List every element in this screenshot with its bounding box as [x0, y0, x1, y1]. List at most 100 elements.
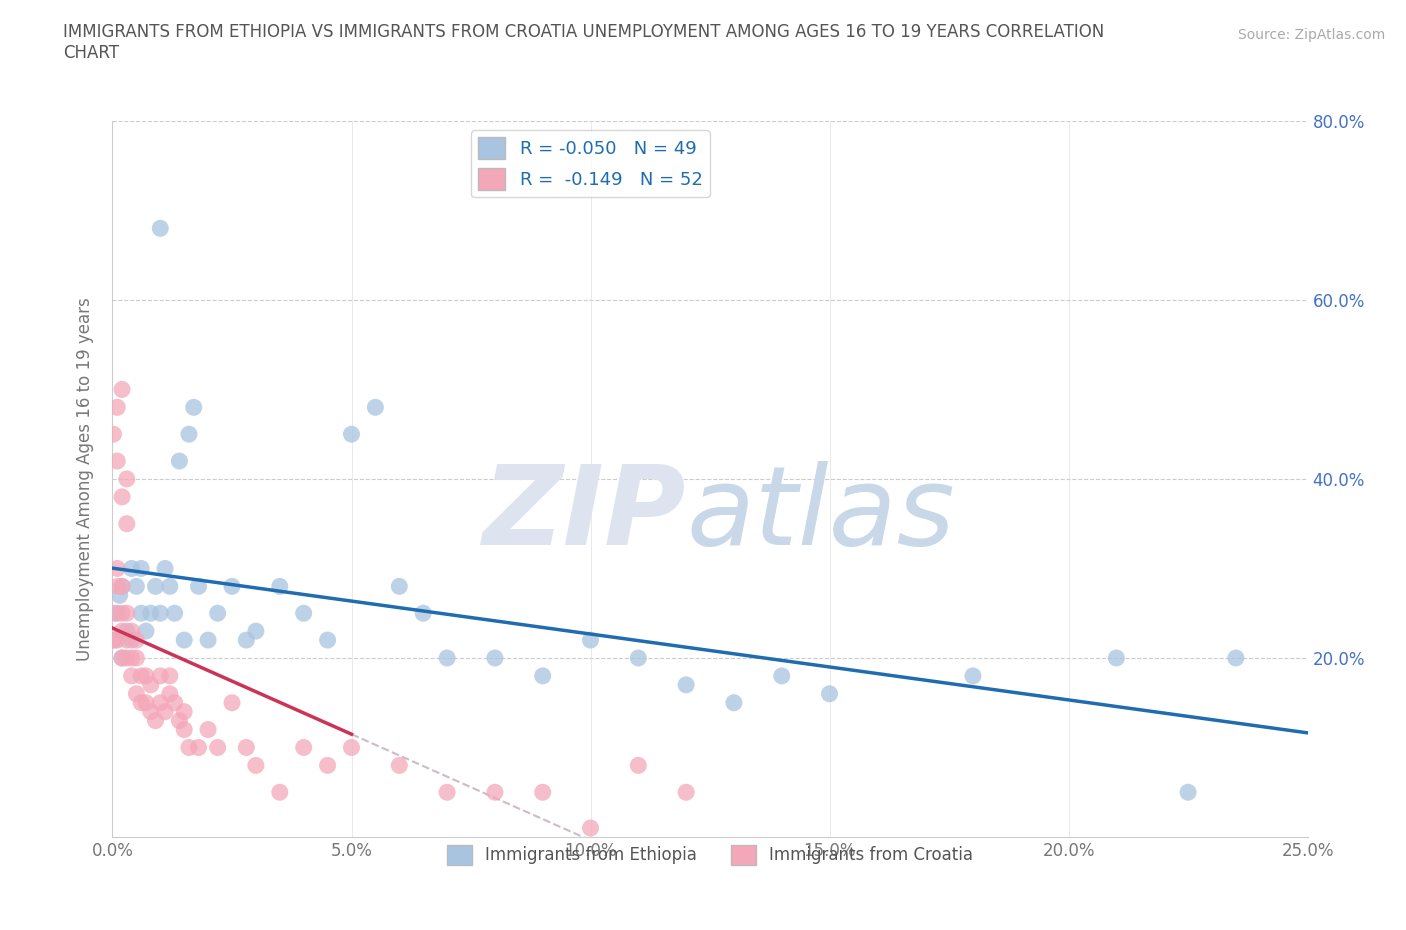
Point — [139, 605, 162, 620]
Point — [484, 785, 506, 800]
Point — [115, 624, 138, 639]
Point — [135, 624, 157, 639]
Point — [412, 605, 434, 620]
Point — [1105, 651, 1128, 666]
Point — [388, 578, 411, 594]
Point — [818, 686, 841, 701]
Point — [173, 632, 195, 647]
Point — [125, 651, 148, 666]
Point — [121, 651, 143, 666]
Point — [121, 561, 143, 576]
Point — [197, 722, 219, 737]
Point — [149, 669, 172, 684]
Point — [183, 400, 205, 415]
Point — [111, 605, 134, 620]
Point — [245, 758, 267, 773]
Point — [159, 578, 181, 594]
Point — [173, 704, 195, 719]
Point — [103, 427, 125, 442]
Point — [121, 632, 143, 647]
Point — [245, 624, 267, 639]
Point — [221, 696, 243, 711]
Point — [111, 624, 134, 639]
Point — [197, 632, 219, 647]
Point — [364, 400, 387, 415]
Point — [115, 632, 138, 647]
Point — [111, 578, 134, 594]
Point — [105, 605, 128, 620]
Point — [125, 578, 148, 594]
Point — [207, 740, 229, 755]
Legend: Immigrants from Ethiopia, Immigrants from Croatia: Immigrants from Ethiopia, Immigrants fro… — [440, 838, 980, 871]
Point — [962, 669, 984, 684]
Point — [111, 651, 134, 666]
Point — [129, 669, 152, 684]
Point — [187, 578, 209, 594]
Point — [111, 651, 134, 666]
Point — [169, 713, 191, 728]
Point — [129, 561, 152, 576]
Point — [135, 669, 157, 684]
Point — [163, 696, 186, 711]
Point — [139, 704, 162, 719]
Point — [675, 785, 697, 800]
Point — [129, 696, 152, 711]
Point — [1177, 785, 1199, 800]
Point — [105, 578, 128, 594]
Point — [121, 669, 143, 684]
Point — [108, 588, 131, 603]
Y-axis label: Unemployment Among Ages 16 to 19 years: Unemployment Among Ages 16 to 19 years — [76, 297, 94, 661]
Point — [1225, 651, 1247, 666]
Point — [111, 578, 134, 594]
Point — [316, 758, 339, 773]
Point — [149, 220, 172, 235]
Point — [111, 382, 134, 397]
Point — [105, 454, 128, 469]
Point — [340, 427, 363, 442]
Point — [269, 578, 291, 594]
Point — [723, 696, 745, 711]
Point — [340, 740, 363, 755]
Point — [121, 624, 143, 639]
Point — [115, 651, 138, 666]
Point — [436, 785, 458, 800]
Point — [177, 427, 200, 442]
Text: ZIP: ZIP — [482, 461, 686, 568]
Point — [115, 605, 138, 620]
Point — [125, 686, 148, 701]
Point — [159, 669, 181, 684]
Point — [531, 669, 554, 684]
Point — [104, 632, 127, 647]
Point — [388, 758, 411, 773]
Point — [235, 740, 257, 755]
Text: atlas: atlas — [686, 461, 955, 568]
Point — [187, 740, 209, 755]
Point — [531, 785, 554, 800]
Point — [103, 632, 125, 647]
Point — [105, 561, 128, 576]
Point — [579, 820, 602, 835]
Text: IMMIGRANTS FROM ETHIOPIA VS IMMIGRANTS FROM CROATIA UNEMPLOYMENT AMONG AGES 16 T: IMMIGRANTS FROM ETHIOPIA VS IMMIGRANTS F… — [63, 23, 1105, 62]
Point — [436, 651, 458, 666]
Point — [177, 740, 200, 755]
Point — [169, 454, 191, 469]
Point — [115, 472, 138, 486]
Point — [145, 578, 167, 594]
Point — [149, 605, 172, 620]
Point — [105, 400, 128, 415]
Point — [484, 651, 506, 666]
Point — [111, 489, 134, 504]
Point — [145, 713, 167, 728]
Point — [207, 605, 229, 620]
Point — [163, 605, 186, 620]
Point — [149, 696, 172, 711]
Point — [139, 677, 162, 692]
Point — [675, 677, 697, 692]
Point — [125, 632, 148, 647]
Point — [129, 605, 152, 620]
Point — [235, 632, 257, 647]
Point — [135, 696, 157, 711]
Point — [316, 632, 339, 647]
Point — [269, 785, 291, 800]
Point — [579, 632, 602, 647]
